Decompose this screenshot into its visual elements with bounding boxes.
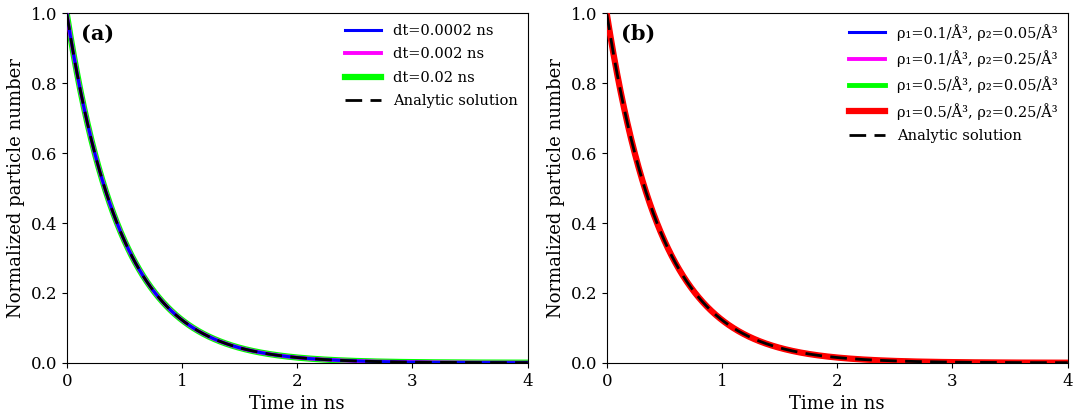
Text: (a): (a): [81, 24, 113, 44]
Line: ρ₁=0.1/Å³, ρ₂=0.25/Å³: ρ₁=0.1/Å³, ρ₂=0.25/Å³: [607, 13, 1068, 363]
Line: ρ₁=0.5/Å³, ρ₂=0.25/Å³: ρ₁=0.5/Å³, ρ₂=0.25/Å³: [607, 13, 1068, 363]
ρ₁=0.5/Å³, ρ₂=0.25/Å³: [824, 354, 837, 360]
Legend: ρ₁=0.1/Å³, ρ₂=0.05/Å³, ρ₁=0.1/Å³, ρ₂=0.25/Å³, ρ₁=0.5/Å³, ρ₂=0.05/Å³, ρ₁=0.5/Å³, : ρ₁=0.1/Å³, ρ₂=0.05/Å³, ρ₁=0.1/Å³, ρ₂=0.2…: [842, 18, 1064, 149]
Analytic solution: [1048, 360, 1061, 365]
ρ₁=0.1/Å³, ρ₂=0.05/Å³: [824, 354, 837, 360]
Analytic solution: [963, 360, 976, 365]
dt=0.0002 ns: [522, 360, 535, 365]
Line: dt=0.02 ns: dt=0.02 ns: [67, 13, 528, 363]
dt=0.002 ns: [522, 360, 535, 365]
dt=0.002 ns: [84, 133, 97, 138]
Text: (b): (b): [621, 24, 654, 44]
Analytic solution: [284, 354, 297, 360]
dt=0.0002 ns: [272, 353, 285, 358]
ρ₁=0.1/Å³, ρ₂=0.25/Å³: [1062, 360, 1075, 365]
ρ₁=0.5/Å³, ρ₂=0.25/Å³: [600, 11, 613, 16]
ρ₁=0.5/Å³, ρ₂=0.25/Å³: [624, 133, 637, 138]
ρ₁=0.5/Å³, ρ₂=0.25/Å³: [1062, 360, 1075, 365]
dt=0.002 ns: [284, 354, 297, 360]
ρ₁=0.5/Å³, ρ₂=0.05/Å³: [600, 11, 613, 16]
dt=0.0002 ns: [84, 133, 97, 138]
ρ₁=0.1/Å³, ρ₂=0.25/Å³: [824, 354, 837, 360]
ρ₁=0.1/Å³, ρ₂=0.05/Å³: [963, 360, 976, 365]
Legend: dt=0.0002 ns, dt=0.002 ns, dt=0.02 ns, Analytic solution: dt=0.0002 ns, dt=0.002 ns, dt=0.02 ns, A…: [339, 18, 524, 114]
dt=0.002 ns: [508, 360, 521, 365]
X-axis label: Time in ns: Time in ns: [789, 395, 885, 413]
dt=0.0002 ns: [284, 354, 297, 360]
ρ₁=0.5/Å³, ρ₂=0.25/Å³: [812, 353, 825, 358]
Analytic solution: [423, 360, 436, 365]
dt=0.02 ns: [423, 360, 436, 365]
dt=0.02 ns: [522, 360, 535, 365]
ρ₁=0.5/Å³, ρ₂=0.05/Å³: [824, 354, 837, 360]
ρ₁=0.5/Å³, ρ₂=0.05/Å³: [1048, 360, 1061, 365]
ρ₁=0.1/Å³, ρ₂=0.05/Å³: [600, 11, 613, 16]
Analytic solution: [508, 360, 521, 365]
ρ₁=0.5/Å³, ρ₂=0.05/Å³: [1048, 360, 1061, 365]
Analytic solution: [824, 354, 837, 360]
Y-axis label: Normalized particle number: Normalized particle number: [6, 58, 25, 318]
X-axis label: Time in ns: Time in ns: [249, 395, 345, 413]
ρ₁=0.1/Å³, ρ₂=0.05/Å³: [1062, 360, 1075, 365]
dt=0.02 ns: [508, 360, 521, 365]
ρ₁=0.5/Å³, ρ₂=0.25/Å³: [963, 360, 976, 365]
Analytic solution: [624, 133, 637, 138]
ρ₁=0.1/Å³, ρ₂=0.25/Å³: [600, 11, 613, 16]
dt=0.002 ns: [272, 353, 285, 358]
ρ₁=0.5/Å³, ρ₂=0.05/Å³: [624, 133, 637, 138]
Analytic solution: [600, 11, 613, 16]
Line: dt=0.002 ns: dt=0.002 ns: [67, 13, 528, 363]
ρ₁=0.5/Å³, ρ₂=0.05/Å³: [812, 353, 825, 358]
ρ₁=0.1/Å³, ρ₂=0.05/Å³: [812, 353, 825, 358]
ρ₁=0.5/Å³, ρ₂=0.25/Å³: [1048, 360, 1061, 365]
dt=0.0002 ns: [423, 360, 436, 365]
ρ₁=0.1/Å³, ρ₂=0.25/Å³: [812, 353, 825, 358]
ρ₁=0.1/Å³, ρ₂=0.05/Å³: [1048, 360, 1061, 365]
ρ₁=0.5/Å³, ρ₂=0.05/Å³: [1062, 360, 1075, 365]
dt=0.02 ns: [272, 353, 285, 358]
dt=0.002 ns: [60, 11, 73, 16]
dt=0.002 ns: [508, 360, 521, 365]
Y-axis label: Normalized particle number: Normalized particle number: [546, 58, 565, 318]
ρ₁=0.1/Å³, ρ₂=0.05/Å³: [1048, 360, 1061, 365]
Analytic solution: [272, 353, 285, 358]
Analytic solution: [1062, 360, 1075, 365]
dt=0.02 ns: [84, 133, 97, 138]
Analytic solution: [522, 360, 535, 365]
ρ₁=0.1/Å³, ρ₂=0.25/Å³: [1048, 360, 1061, 365]
Line: Analytic solution: Analytic solution: [67, 13, 528, 363]
dt=0.002 ns: [423, 360, 436, 365]
Analytic solution: [508, 360, 521, 365]
dt=0.0002 ns: [508, 360, 521, 365]
Line: ρ₁=0.5/Å³, ρ₂=0.05/Å³: ρ₁=0.5/Å³, ρ₂=0.05/Å³: [607, 13, 1068, 363]
Analytic solution: [1048, 360, 1061, 365]
dt=0.02 ns: [60, 11, 73, 16]
dt=0.02 ns: [508, 360, 521, 365]
Line: dt=0.0002 ns: dt=0.0002 ns: [67, 13, 528, 363]
ρ₁=0.5/Å³, ρ₂=0.05/Å³: [963, 360, 976, 365]
ρ₁=0.1/Å³, ρ₂=0.25/Å³: [963, 360, 976, 365]
dt=0.0002 ns: [60, 11, 73, 16]
Line: Analytic solution: Analytic solution: [607, 13, 1068, 363]
ρ₁=0.1/Å³, ρ₂=0.05/Å³: [624, 133, 637, 138]
Analytic solution: [84, 133, 97, 138]
Analytic solution: [60, 11, 73, 16]
Line: ρ₁=0.1/Å³, ρ₂=0.05/Å³: ρ₁=0.1/Å³, ρ₂=0.05/Å³: [607, 13, 1068, 363]
ρ₁=0.5/Å³, ρ₂=0.25/Å³: [1048, 360, 1061, 365]
dt=0.0002 ns: [508, 360, 521, 365]
Analytic solution: [812, 353, 825, 358]
ρ₁=0.1/Å³, ρ₂=0.25/Å³: [1048, 360, 1061, 365]
dt=0.02 ns: [284, 354, 297, 360]
ρ₁=0.1/Å³, ρ₂=0.25/Å³: [624, 133, 637, 138]
